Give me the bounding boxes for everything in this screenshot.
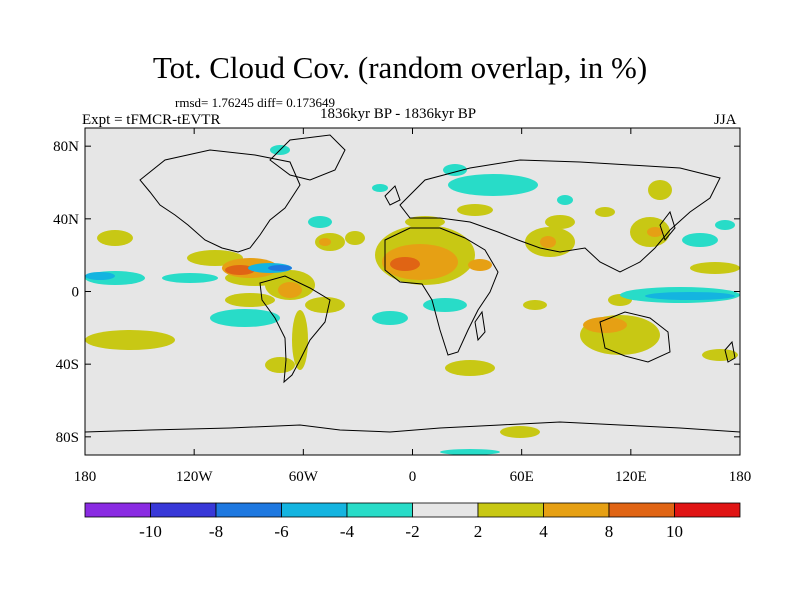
- longitude-axis: 180 120W 60W 0 60E 120E 180: [74, 128, 752, 485]
- negative-anomaly-high: [268, 265, 292, 271]
- negative-anomaly-low: [85, 145, 740, 455]
- lat-tick-label: 0: [72, 285, 80, 301]
- colorbar-swatch: [674, 502, 741, 518]
- colorbar-label: -4: [340, 522, 355, 541]
- experiment-label: Expt = tFMCR-tEVTR: [82, 112, 221, 128]
- colorbar-label: -10: [139, 522, 162, 541]
- colorbar-label: 4: [539, 522, 548, 541]
- lat-tick-label: 40N: [53, 212, 79, 228]
- japan: [659, 210, 676, 242]
- colorbar-label: 2: [474, 522, 483, 541]
- greenland: [269, 134, 346, 181]
- colorbar-swatch: [84, 502, 151, 518]
- colorbar-swatch: [150, 502, 217, 518]
- latitude-axis: 80N 40N 0 40S 80S: [53, 139, 740, 446]
- lon-tick-label: 60E: [510, 469, 534, 485]
- colorbar-label: -2: [405, 522, 419, 541]
- positive-anomaly-high: [225, 257, 420, 275]
- lat-tick-label: 80S: [56, 430, 79, 446]
- lon-tick-label: 180: [74, 469, 97, 485]
- map-title: Tot. Cloud Cov. (random overlap, in %): [152, 50, 648, 85]
- north-america: [139, 149, 301, 253]
- period-label: 1836kyr BP - 1836kyr BP: [320, 106, 477, 122]
- british-isles: [384, 185, 401, 206]
- new-zealand: [724, 340, 736, 363]
- colorbar-label: -8: [209, 522, 223, 541]
- lat-tick-label: 40S: [56, 357, 79, 373]
- lat-tick-label: 80N: [53, 139, 79, 155]
- lon-tick-label: 60W: [289, 469, 319, 485]
- colorbar-swatch: [608, 502, 675, 518]
- africa: [384, 227, 499, 356]
- colorbar-swatch: [346, 502, 413, 518]
- lon-tick-label: 120E: [615, 469, 647, 485]
- madagascar: [474, 310, 486, 342]
- colorbar-swatch: [412, 502, 479, 518]
- south-america: [259, 275, 331, 384]
- antarctica: [85, 421, 740, 433]
- lon-tick-label: 0: [409, 469, 417, 485]
- colorbar-label: 8: [605, 522, 614, 541]
- lon-tick-label: 180: [729, 469, 752, 485]
- eurasia: [399, 159, 721, 273]
- australia: [599, 311, 671, 363]
- colorbar-label: -6: [274, 522, 288, 541]
- coastlines: [85, 134, 740, 433]
- colorbar-swatch: [543, 502, 610, 518]
- colorbar-swatch: [281, 502, 348, 518]
- colorbar-label: 10: [666, 522, 683, 541]
- colorbar: -10 -8 -6 -4 -2 2 4 8 10: [84, 502, 741, 541]
- season-label: JJA: [714, 112, 737, 128]
- colorbar-swatch: [215, 502, 282, 518]
- anomaly-field: [85, 134, 740, 455]
- stats-text: rmsd= 1.76245 diff= 0.173649: [175, 95, 335, 110]
- lon-tick-label: 120W: [176, 469, 214, 485]
- colorbar-swatch: [477, 502, 544, 518]
